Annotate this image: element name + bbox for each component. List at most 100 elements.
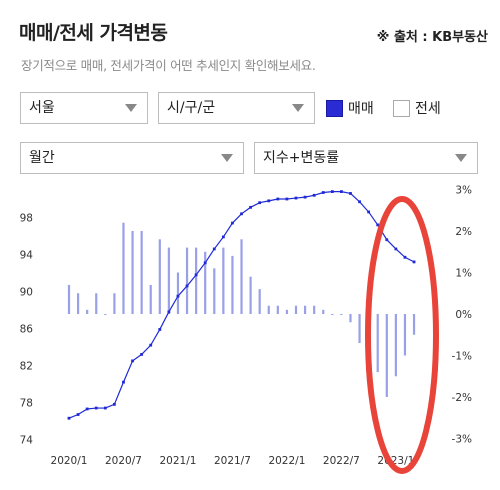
index-point	[113, 402, 116, 406]
x-axis-tick-label: 2021/7	[214, 455, 251, 467]
x-axis-tick-label: 2022/7	[323, 455, 360, 467]
chevron-down-icon	[455, 154, 467, 162]
right-axis-tick-label: -1%	[452, 351, 472, 363]
change-rate-bar	[294, 305, 298, 314]
page-title: 매매/전세 가격변동	[19, 22, 168, 44]
change-rate-bar	[222, 247, 225, 314]
right-axis-tick-label: -3%	[452, 434, 472, 446]
change-rate-bar	[176, 272, 180, 314]
index-point	[212, 247, 216, 251]
change-rate-bar	[258, 289, 261, 314]
left-axis-tick-label: 82	[20, 361, 33, 373]
change-rate-bar	[322, 309, 325, 314]
jeonse-checkbox-box[interactable]	[393, 99, 410, 117]
change-rate-bar	[349, 314, 352, 323]
index-point	[67, 416, 71, 420]
period-select[interactable]: 월간	[20, 142, 244, 174]
change-rate-bar	[358, 314, 361, 344]
page-subtitle: 장기적으로 매매, 전세가격이 어떤 추세인지 확인해보세요.	[21, 58, 316, 73]
change-rate-bar	[394, 314, 397, 377]
index-point	[194, 273, 198, 277]
left-axis-tick-label: 94	[20, 250, 34, 262]
right-axis-tick-label: 3%	[455, 185, 472, 197]
change-rate-bar	[412, 314, 416, 335]
change-rate-bar	[231, 255, 234, 314]
sale-checkbox-label: 매매	[348, 101, 374, 117]
period-select-value: 월간	[29, 150, 55, 166]
index-point	[312, 193, 316, 197]
change-rate-bar	[158, 239, 161, 314]
index-point	[376, 223, 380, 227]
change-rate-bar	[303, 305, 307, 314]
index-point	[131, 359, 134, 363]
index-point	[394, 247, 398, 251]
x-axis-tick-label: 2022/1	[268, 455, 305, 467]
change-rate-bar	[285, 309, 289, 314]
change-rate-bar	[122, 222, 125, 314]
index-point	[231, 221, 234, 225]
change-rate-bar	[204, 251, 207, 314]
index-point	[240, 212, 243, 216]
index-point	[403, 255, 407, 259]
x-axis-tick-label: 2021/1	[159, 455, 196, 467]
sale-checkbox[interactable]: 매매	[326, 97, 374, 119]
index-point	[158, 328, 162, 331]
left-axis-tick-label: 78	[20, 398, 33, 410]
index-point	[176, 294, 180, 298]
index-point	[85, 407, 89, 411]
change-rate-bar	[185, 247, 189, 314]
change-rate-bar	[385, 314, 388, 397]
index-point	[122, 380, 125, 384]
index-point	[303, 195, 307, 199]
index-point	[349, 192, 352, 195]
index-point	[203, 261, 207, 265]
change-rate-bar	[403, 314, 407, 356]
jeonse-checkbox-label: 전세	[415, 101, 441, 117]
right-axis-tick-label: 0%	[455, 309, 472, 321]
index-point	[267, 199, 271, 203]
chevron-down-icon	[292, 104, 304, 112]
source-label: ※ 출처 : KB부동산	[376, 30, 488, 45]
left-axis-tick-label: 98	[20, 213, 33, 225]
price-change-chart: 74 78 82 86 90 94 98 -3% -2% -1% 0% 1% 2% 3% 2020/1 2…	[20, 185, 472, 474]
index-point	[221, 235, 225, 239]
jeonse-checkbox[interactable]: 전세	[393, 97, 441, 119]
change-rate-bar	[76, 293, 80, 314]
change-rate-bar	[195, 247, 198, 314]
highlight-ellipse	[365, 196, 439, 474]
change-rate-bar	[149, 284, 152, 314]
change-rate-bar	[104, 314, 107, 315]
index-point	[412, 260, 416, 264]
index-point	[285, 197, 289, 201]
index-points	[67, 190, 416, 420]
left-axis-ticks: 74 78 82 86 90 94 98	[20, 213, 34, 447]
change-rate-bar	[86, 309, 89, 314]
metric-select[interactable]: 지수+변동률	[254, 142, 478, 174]
change-rate-bar	[213, 268, 216, 314]
index-point	[385, 238, 389, 242]
change-rate-bar	[67, 284, 71, 314]
change-rate-bar	[95, 293, 98, 314]
district-select[interactable]: 시/구/군	[158, 92, 315, 124]
change-rate-bar	[276, 305, 279, 314]
change-rate-bar	[376, 314, 379, 373]
region-select[interactable]: 서울	[20, 92, 148, 124]
change-rate-bar	[331, 314, 334, 315]
index-point	[167, 310, 171, 314]
change-rate-bar	[267, 305, 270, 314]
change-rate-bar	[131, 231, 134, 314]
district-select-value: 시/구/군	[167, 100, 216, 116]
index-point	[258, 201, 262, 205]
right-axis-tick-label: 2%	[455, 226, 472, 238]
index-point	[249, 205, 252, 209]
index-point	[94, 406, 98, 410]
x-axis-tick-label: 2020/1	[51, 455, 88, 467]
sale-checkbox-box[interactable]	[326, 99, 343, 117]
x-axis-tick-label: 2020/7	[105, 455, 142, 467]
index-point	[276, 197, 280, 201]
index-point	[76, 413, 80, 416]
index-point	[140, 353, 144, 356]
chevron-down-icon	[221, 154, 233, 162]
metric-select-value: 지수+변동률	[263, 150, 340, 166]
index-point	[149, 343, 153, 347]
